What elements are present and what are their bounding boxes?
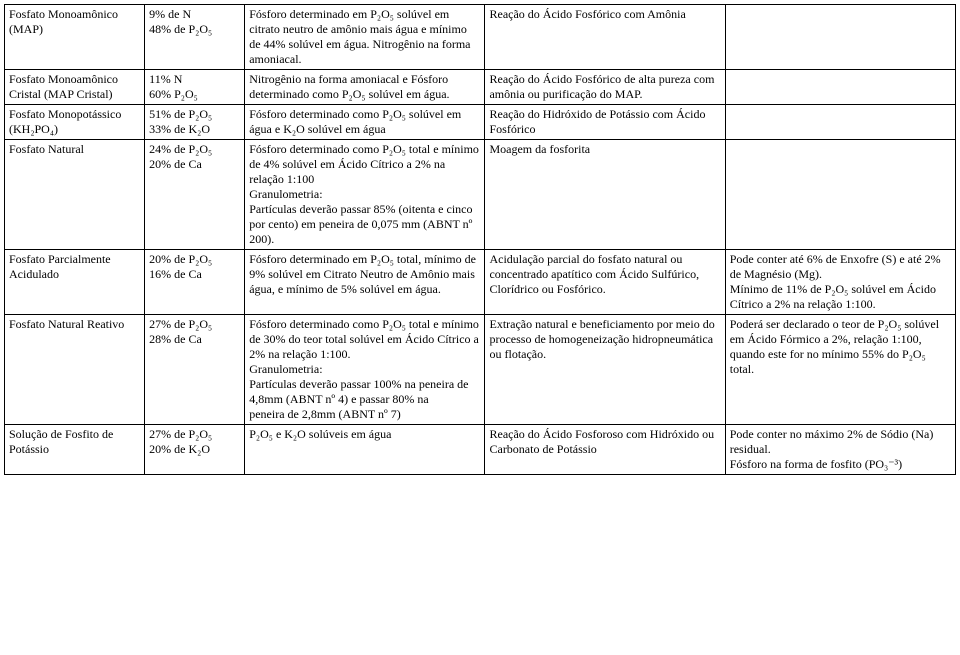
cell-notes — [725, 5, 955, 70]
cell-notes — [725, 140, 955, 250]
data-table: Fosfato Monoamônico (MAP) 9% de N48% de … — [4, 4, 956, 475]
cell-spec: Fósforo determinado como P₂O₅ total e mí… — [245, 315, 485, 425]
cell-process: Extração natural e beneficiamento por me… — [485, 315, 725, 425]
cell-notes — [725, 105, 955, 140]
cell-name: Fosfato Parcialmente Acidulado — [5, 250, 145, 315]
cell-composition: 11% N60% P₂O₅ — [145, 70, 245, 105]
cell-process: Reação do Ácido Fosforoso com Hidróxido … — [485, 425, 725, 475]
cell-spec: Fósforo determinado como P₂O₅ solúvel em… — [245, 105, 485, 140]
cell-process: Reação do Hidróxido de Potássio com Ácid… — [485, 105, 725, 140]
cell-notes — [725, 70, 955, 105]
table-row: Fosfato Monoamônico Cristal (MAP Cristal… — [5, 70, 956, 105]
cell-composition: 24% de P₂O₅20% de Ca — [145, 140, 245, 250]
cell-name: Fosfato Monoamônico Cristal (MAP Cristal… — [5, 70, 145, 105]
table-row: Fosfato Monoamônico (MAP) 9% de N48% de … — [5, 5, 956, 70]
cell-composition: 51% de P₂O₅33% de K₂O — [145, 105, 245, 140]
cell-spec: Fósforo determinado em P₂O₅ total, mínim… — [245, 250, 485, 315]
cell-process: Acidulação parcial do fosfato natural ou… — [485, 250, 725, 315]
table-row: Fosfato Parcialmente Acidulado 20% de P₂… — [5, 250, 956, 315]
cell-name: Solução de Fosfito de Potássio — [5, 425, 145, 475]
cell-spec: Fósforo determinado em P₂O₅ solúvel em c… — [245, 5, 485, 70]
cell-composition: 9% de N48% de P₂O₅ — [145, 5, 245, 70]
cell-composition: 27% de P₂O₅20% de K₂O — [145, 425, 245, 475]
table-body: Fosfato Monoamônico (MAP) 9% de N48% de … — [5, 5, 956, 475]
cell-name: Fosfato Monopotássico (KH₂PO₄) — [5, 105, 145, 140]
cell-notes: Pode conter até 6% de Enxofre (S) e até … — [725, 250, 955, 315]
cell-process: Reação do Ácido Fosfórico de alta pureza… — [485, 70, 725, 105]
cell-name: Fosfato Monoamônico (MAP) — [5, 5, 145, 70]
cell-process: Reação do Ácido Fosfórico com Amônia — [485, 5, 725, 70]
cell-notes: Poderá ser declarado o teor de P₂O₅ solú… — [725, 315, 955, 425]
cell-name: Fosfato Natural — [5, 140, 145, 250]
cell-composition: 27% de P₂O₅28% de Ca — [145, 315, 245, 425]
cell-composition: 20% de P₂O₅16% de Ca — [145, 250, 245, 315]
cell-notes: Pode conter no máximo 2% de Sódio (Na) r… — [725, 425, 955, 475]
table-row: Fosfato Monopotássico (KH₂PO₄) 51% de P₂… — [5, 105, 956, 140]
cell-spec: Fósforo determinado como P₂O₅ total e mí… — [245, 140, 485, 250]
cell-spec: P₂O₅ e K₂O solúveis em água — [245, 425, 485, 475]
cell-process: Moagem da fosforita — [485, 140, 725, 250]
table-row: Fosfato Natural Reativo 27% de P₂O₅28% d… — [5, 315, 956, 425]
table-row: Fosfato Natural 24% de P₂O₅20% de Ca Fós… — [5, 140, 956, 250]
cell-spec: Nitrogênio na forma amoniacal e Fósforo … — [245, 70, 485, 105]
cell-name: Fosfato Natural Reativo — [5, 315, 145, 425]
table-row: Solução de Fosfito de Potássio 27% de P₂… — [5, 425, 956, 475]
